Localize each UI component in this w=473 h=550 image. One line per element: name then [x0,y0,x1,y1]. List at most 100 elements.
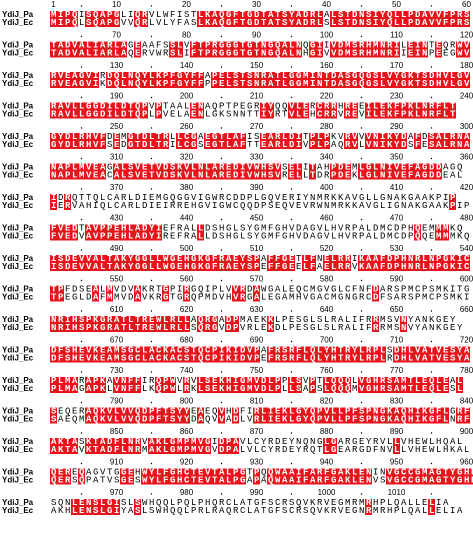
alignment-block: 430 440 450 460 470 480 YdiJ_Pa F V E D T A V P P E H L A D Y… [2,214,473,242]
ruler-number: 10 [112,0,121,9]
identity-box [190,102,204,119]
ruler-dot [80,310,83,312]
ruler-dot [80,462,83,465]
ruler-dot [80,188,83,190]
ruler-number: 340 [320,153,334,162]
ruler-dot [220,432,223,434]
ruler-number: 90 [252,31,261,40]
identity-box [50,285,64,302]
sequence-name: YdiJ_Pa [2,41,34,50]
ruler-number: 80 [182,31,191,40]
identity-box [316,102,337,119]
sequence-name: YdiJ_Ec [2,140,34,149]
ruler-number: 70 [112,31,121,40]
ruler-dot [220,493,223,495]
ruler-dot [290,462,293,465]
ruler-dot [360,249,363,251]
identity-box [50,194,57,210]
identity-box [253,468,260,485]
identity-box [267,468,372,485]
identity-box [113,133,120,149]
ruler-number: 1010 [388,488,406,497]
identity-box [225,316,239,332]
alignment-block: 790 800 810 820 830 840 YdiJ_Pa S E Q E R A Q K V L V V Q D P… [2,397,473,425]
ruler-dot [290,340,293,343]
identity-box [50,11,78,27]
ruler-number: 550 [110,275,124,284]
ruler-dot [220,35,223,38]
sequence-name: YdiJ_Ec [2,506,34,515]
sequence-name: YdiJ_Pa [2,224,34,233]
ruler-dot [290,371,293,373]
identity-box [358,255,470,271]
identity-box [50,133,106,149]
identity-box [92,285,99,302]
ruler-dot [430,96,433,99]
ruler-number: 180 [460,61,473,70]
ruler-number: 520 [320,244,334,253]
identity-box [218,407,225,424]
identity-box [218,438,239,454]
ruler-number: 490 [110,244,124,253]
identity-box [260,102,274,119]
ruler-dot [220,279,223,282]
sequence-name: YdiJ_Ec [2,171,34,180]
sequence-name: YdiJ_Pa [2,254,34,263]
ruler-number: 350 [390,153,404,162]
sequence-name: YdiJ_Pa [2,498,34,507]
identity-box [50,255,260,271]
ruler-number: 360 [460,153,473,162]
identity-box [169,41,183,58]
ruler-number: 280 [320,122,334,131]
sequence-name: YdiJ_Ec [2,262,34,271]
identity-box [393,438,400,454]
ruler-dot [290,493,293,495]
identity-box [288,102,309,119]
identity-box [50,346,260,363]
ruler-dot [150,279,153,282]
ruler-dot [430,493,433,495]
identity-box [344,133,358,149]
alignment-block: 970 980 990 1000 1010 YdiJ_Pa S Q N L E N S L G I S L S W H Q… [2,488,463,516]
identity-box [85,407,190,424]
ruler-number: 880 [320,427,334,436]
sequence-name: YdiJ_Ec [2,445,34,454]
ruler-dot [150,188,153,190]
ruler-number: 820 [320,397,334,406]
alignment-block: 370 380 390 400 410 420 YdiJ_Pa I D R Q T T Q L C A R L D I E… [2,183,473,211]
identity-box [386,468,473,485]
identity-box [253,285,260,302]
ruler-number: 400 [320,183,334,192]
alignment-block: 490 500 510 520 530 540 YdiJ_Pa I S D E V V A L T A K Y G G L… [2,244,473,272]
ruler-number: 840 [460,397,473,406]
identity-box [134,11,148,27]
identity-box [64,194,71,210]
ruler-dot [290,96,293,99]
identity-box [50,316,190,332]
identity-box [197,11,323,27]
alignment-block: 70 80 90 100 110 120 YdiJ_Pa T A D V A L I A R L A G E A A F S S… [2,31,473,59]
alignment-block: 610 620 630 640 650 660 YdiJ_Pa N R I H S P K G R A T L T R E… [2,305,473,333]
ruler-number: 60 [462,0,471,9]
ruler-dot [360,5,363,7]
ruler-dot [430,279,433,282]
sequence-name: YdiJ_Ec [2,232,34,241]
ruler-number: 690 [250,336,264,345]
ruler-number: 670 [110,336,124,345]
ruler-dot [150,96,153,99]
ruler-number: 540 [460,244,473,253]
sequence-name: YdiJ_Ec [2,110,34,119]
identity-box [50,407,57,424]
identity-box [197,377,281,393]
ruler-dot [80,157,83,160]
ruler-dot [80,66,83,68]
ruler-number: 940 [320,458,334,467]
identity-box [134,41,141,58]
identity-box [85,438,141,454]
